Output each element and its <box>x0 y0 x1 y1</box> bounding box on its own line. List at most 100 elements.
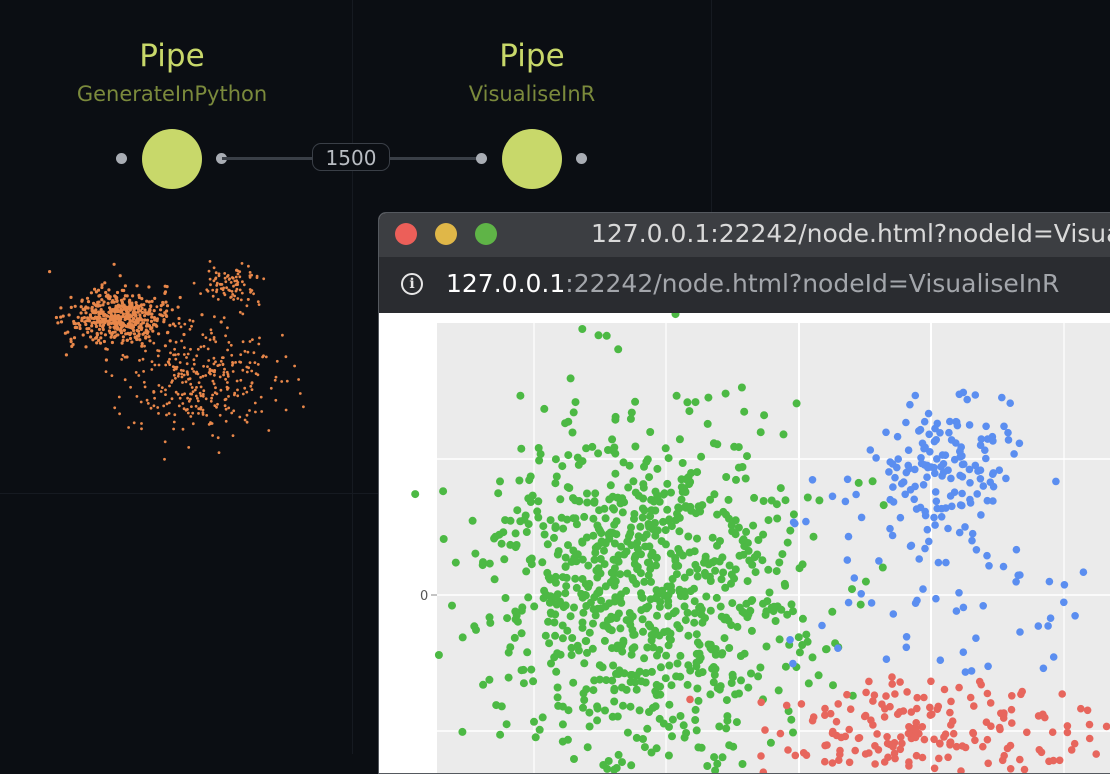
cluster-point <box>741 474 750 483</box>
preview-point <box>133 312 137 316</box>
cluster-point <box>668 715 677 724</box>
cluster-point <box>769 607 778 616</box>
cluster-point <box>862 688 870 697</box>
cluster-point <box>965 465 974 474</box>
preview-point <box>172 368 176 372</box>
node-output-port[interactable] <box>216 153 227 164</box>
cluster-point <box>1085 720 1094 729</box>
preview-point <box>97 316 101 320</box>
cluster-point <box>643 643 652 652</box>
preview-point <box>139 327 143 331</box>
preview-point <box>165 402 169 406</box>
cluster-point <box>538 558 547 567</box>
cluster-point <box>575 497 584 506</box>
preview-point <box>176 392 180 396</box>
cluster-point <box>891 690 899 698</box>
preview-point <box>136 329 141 333</box>
preview-point <box>227 406 231 410</box>
cluster-point <box>898 739 906 748</box>
preview-point <box>85 327 89 331</box>
cluster-point <box>717 575 726 584</box>
cluster-point <box>626 414 635 423</box>
preview-point <box>285 379 289 383</box>
cluster-point <box>533 507 542 516</box>
preview-point <box>261 355 264 359</box>
cluster-point <box>568 634 577 642</box>
cluster-point <box>583 743 592 752</box>
cluster-point <box>1016 755 1024 764</box>
cluster-point <box>513 617 522 626</box>
preview-point <box>76 321 81 326</box>
cluster-point <box>683 475 692 484</box>
node-input-port[interactable] <box>116 153 127 164</box>
close-window-button[interactable] <box>395 223 417 245</box>
info-icon[interactable]: i <box>401 273 423 295</box>
cluster-point <box>564 541 572 550</box>
cluster-point <box>651 519 659 527</box>
address-bar[interactable]: i 127.0.0.1:22242/node.html?nodeId=Visua… <box>379 257 1110 313</box>
preview-point <box>166 330 170 334</box>
cluster-point <box>501 516 510 525</box>
preview-point <box>213 404 217 407</box>
node-visualise-in-r[interactable] <box>502 129 562 189</box>
cluster-point <box>703 762 712 770</box>
preview-point <box>139 400 143 404</box>
cluster-point <box>1048 728 1057 736</box>
cluster-point <box>671 562 680 571</box>
preview-point <box>190 392 194 396</box>
preview-point <box>186 396 190 400</box>
plot-panel <box>437 323 1110 773</box>
preview-point <box>215 284 219 287</box>
preview-point <box>231 361 234 364</box>
node-input-port[interactable] <box>476 153 487 164</box>
cluster-point <box>667 681 676 690</box>
preview-point <box>177 352 180 356</box>
preview-point <box>182 407 186 411</box>
url-field[interactable]: 127.0.0.1:22242/node.html?nodeId=Visuali… <box>446 269 1059 298</box>
cluster-point <box>610 697 619 706</box>
preview-point <box>152 309 156 313</box>
cluster-point <box>608 529 617 537</box>
cluster-point <box>786 636 794 644</box>
preview-point <box>284 408 288 412</box>
maximize-window-button[interactable] <box>475 223 497 245</box>
preview-point <box>147 324 151 328</box>
browser-window[interactable]: 127.0.0.1:22242/node.html?nodeId=Visuali… <box>378 212 1110 774</box>
cluster-point <box>738 760 747 768</box>
cluster-point <box>896 678 904 686</box>
cluster-point <box>684 532 693 541</box>
cluster-point <box>666 549 675 558</box>
cluster-point <box>1037 748 1046 757</box>
cluster-point <box>631 442 640 451</box>
cluster-point <box>584 561 593 570</box>
preview-point <box>143 318 147 322</box>
cluster-point <box>776 484 785 493</box>
cluster-point <box>871 760 879 768</box>
cluster-point <box>479 680 488 689</box>
cluster-point <box>880 713 889 721</box>
preview-point <box>163 457 166 461</box>
node-generate-in-python[interactable] <box>142 129 202 189</box>
preview-point <box>134 371 138 374</box>
cluster-point <box>627 761 636 770</box>
cluster-point <box>543 540 552 549</box>
preview-point <box>112 300 116 304</box>
preview-point <box>250 388 254 391</box>
minimize-window-button[interactable] <box>435 223 457 245</box>
browser-titlebar[interactable]: 127.0.0.1:22242/node.html?nodeId=Visuali… <box>379 213 1110 258</box>
cluster-point <box>585 628 594 637</box>
preview-point <box>113 406 117 410</box>
preview-point <box>170 397 174 401</box>
preview-point <box>150 368 154 371</box>
preview-point <box>182 332 186 337</box>
cluster-point <box>982 454 990 463</box>
cluster-point <box>794 633 803 642</box>
preview-point <box>130 325 134 330</box>
preview-point <box>106 348 109 351</box>
node-output-port[interactable] <box>576 153 587 164</box>
preview-point <box>129 331 133 335</box>
cluster-point <box>554 701 563 710</box>
cluster-point <box>772 500 781 509</box>
cluster-point <box>618 683 626 692</box>
cluster-point <box>977 435 986 443</box>
